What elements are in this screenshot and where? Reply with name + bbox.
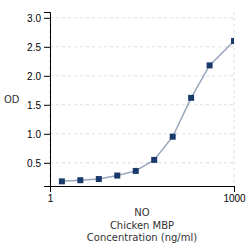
grid-line	[50, 46, 234, 47]
tick-mark	[44, 76, 50, 77]
y-axis-tick: 1.5	[27, 100, 50, 111]
grid-line	[50, 75, 234, 76]
grid-line	[50, 17, 234, 18]
point	[133, 168, 139, 174]
grid-line	[50, 133, 234, 134]
y-axis-tick: 2.0	[27, 71, 50, 82]
y-axis-tick: 0.5	[27, 158, 50, 169]
point	[114, 173, 120, 179]
tick-label: 2.0	[27, 71, 41, 82]
point	[77, 177, 83, 183]
tick-label: 1.0	[27, 129, 41, 140]
chart: 1 1000 0.5 1.0 1.5 2.0 2.5 3.0 NOChicken MBPConc…	[0, 0, 250, 250]
plot-area: 1 1000 0.5 1.0 1.5 2.0 2.5 3.0	[27, 12, 246, 204]
line	[62, 41, 234, 181]
x-axis-tick: 1	[48, 186, 54, 204]
y-axis-tick: 3.0	[27, 13, 50, 24]
tick-mark	[44, 47, 50, 48]
grid	[50, 12, 234, 186]
y-axis-tick: 1.0	[27, 129, 50, 140]
tick-label: 3.0	[27, 13, 41, 24]
y-axis-tick: 2.5	[27, 42, 50, 53]
y-axis: 0.5 1.0 1.5 2.0 2.5 3.0	[27, 13, 50, 187]
tick-label: 1000	[223, 193, 246, 204]
series-group	[59, 38, 234, 184]
y-axis-line	[44, 13, 51, 187]
point	[96, 176, 102, 182]
point	[59, 178, 65, 184]
x-axis-tick: 1000	[223, 186, 246, 204]
tick-mark	[44, 163, 50, 164]
tick-label: 1	[48, 193, 54, 204]
point	[188, 95, 194, 101]
tick-mark	[234, 186, 235, 192]
x-axis: 1 1000	[48, 186, 246, 204]
x-axis-title: NOChicken MBPConcentration (ng/ml)	[87, 207, 197, 243]
x-axis-line	[51, 187, 235, 193]
grid-line	[50, 162, 234, 163]
tick-label: 2.5	[27, 42, 41, 53]
tick-label: 1.5	[27, 100, 41, 111]
tick-mark	[44, 134, 50, 135]
point	[151, 157, 157, 163]
tick-mark	[44, 18, 50, 19]
grid-line	[50, 104, 234, 105]
point	[207, 62, 213, 68]
y-axis-title: OD	[4, 94, 20, 105]
point	[231, 38, 234, 44]
tick-label: 0.5	[27, 158, 41, 169]
point	[170, 134, 176, 140]
tick-mark	[44, 105, 50, 106]
